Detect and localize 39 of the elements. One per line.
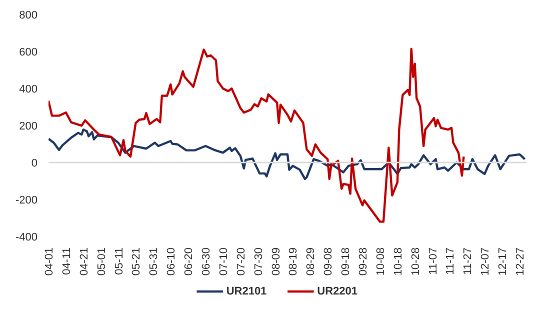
x-tick-label: 10-28 xyxy=(410,247,422,276)
y-tick-label: -200 xyxy=(15,194,38,206)
y-tick-label: 400 xyxy=(19,84,38,96)
x-tick-label: 09-28 xyxy=(358,247,370,276)
x-tick-label: 12-17 xyxy=(497,247,510,276)
x-tick-label: 10-08 xyxy=(374,247,387,276)
x-tick-label: 09-08 xyxy=(322,247,335,276)
x-tick-label: 11-27 xyxy=(462,247,474,275)
x-tick-label: 10-18 xyxy=(392,247,404,276)
x-tick-label: 04-11 xyxy=(60,247,73,275)
x-tick-label: 08-29 xyxy=(305,247,318,276)
x-tick-label: 05-11 xyxy=(113,247,126,275)
y-tick-label: 800 xyxy=(19,10,38,22)
x-tick-label: 05-21 xyxy=(130,247,143,276)
x-tick-label: 11-07 xyxy=(427,247,440,275)
y-tick-label: 200 xyxy=(19,120,38,132)
x-tick-label: 12-07 xyxy=(480,247,492,276)
x-tick-label: 07-10 xyxy=(218,247,230,276)
x-tick-label: 05-31 xyxy=(148,247,160,276)
x-tick-label: 06-20 xyxy=(183,247,196,276)
x-tick-label: 08-09 xyxy=(270,247,282,276)
x-tick-label: 07-30 xyxy=(252,247,265,276)
y-tick-label: 0 xyxy=(31,158,38,170)
x-tick-label: 08-19 xyxy=(288,247,300,276)
y-tick-label: 600 xyxy=(19,46,38,58)
legend-label: UR2201 xyxy=(317,286,358,298)
x-tick-label: 06-10 xyxy=(166,247,178,276)
line-series xyxy=(48,48,465,223)
x-tick-label: 11-17 xyxy=(444,247,457,275)
legend-label: UR2101 xyxy=(226,286,267,298)
y-tick-label: -400 xyxy=(15,232,38,244)
line-series xyxy=(48,128,526,180)
x-tick-label: 07-20 xyxy=(235,247,248,276)
x-tick-label: 05-01 xyxy=(96,247,108,276)
x-tick-label: 06-30 xyxy=(200,247,213,276)
x-tick-label: 04-01 xyxy=(44,247,56,276)
x-tick-label: 09-18 xyxy=(340,247,352,276)
x-tick-label: 12-27 xyxy=(514,247,527,276)
x-tick-label: 04-21 xyxy=(78,247,90,276)
